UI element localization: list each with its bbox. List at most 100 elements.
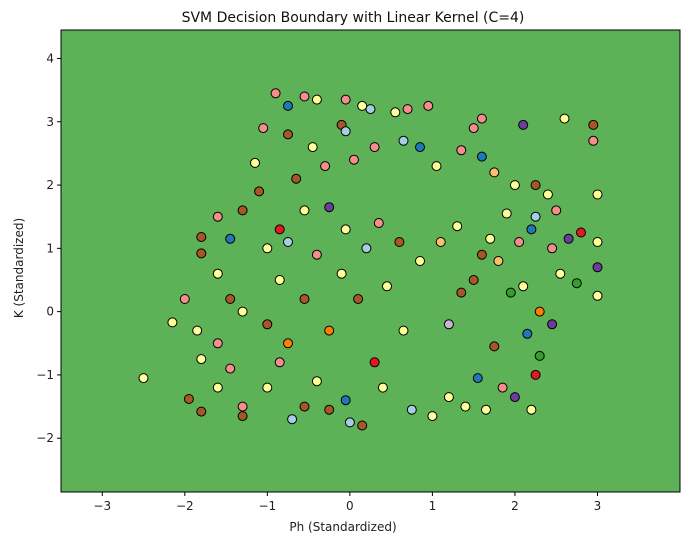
y-axis-label: K (Standardized) xyxy=(12,218,26,318)
data-point xyxy=(369,142,380,153)
data-point xyxy=(183,394,194,404)
data-point xyxy=(357,100,368,111)
data-point xyxy=(427,411,438,422)
data-point xyxy=(530,211,541,222)
data-point xyxy=(196,232,207,242)
data-point xyxy=(526,404,537,415)
data-point xyxy=(349,154,359,165)
y-tick-label: 0 xyxy=(46,305,54,319)
data-point xyxy=(415,256,425,266)
data-point xyxy=(476,151,487,162)
data-point xyxy=(361,243,372,254)
data-point xyxy=(262,243,273,254)
plot-area xyxy=(60,29,681,493)
x-tick-label: −1 xyxy=(258,499,276,513)
data-point xyxy=(196,354,207,365)
x-tick-label: 1 xyxy=(429,499,437,513)
data-point xyxy=(299,91,310,102)
data-point xyxy=(225,363,236,374)
data-point xyxy=(299,401,310,412)
data-point xyxy=(390,107,401,118)
data-point xyxy=(179,294,190,304)
data-point xyxy=(398,325,409,336)
x-tick-label: 3 xyxy=(594,499,602,513)
data-point xyxy=(472,373,483,384)
data-point xyxy=(373,218,384,228)
data-point xyxy=(365,104,376,115)
y-tick-label: −1 xyxy=(36,368,54,382)
data-point xyxy=(415,142,425,153)
data-point xyxy=(592,262,603,273)
data-point xyxy=(563,233,574,244)
x-axis-label: Ph (Standardized) xyxy=(289,520,396,534)
y-tick-label: 3 xyxy=(46,115,54,129)
data-point xyxy=(340,395,351,406)
data-point xyxy=(406,404,417,415)
data-point xyxy=(291,173,302,184)
data-point xyxy=(270,88,281,99)
data-point xyxy=(307,142,318,153)
data-point xyxy=(534,306,545,317)
data-point xyxy=(452,221,463,232)
data-point xyxy=(592,290,603,301)
data-point xyxy=(489,167,500,178)
data-point xyxy=(369,357,380,368)
data-point xyxy=(212,268,223,279)
data-point xyxy=(212,382,223,393)
data-point xyxy=(274,224,285,235)
y-tick-label: 4 xyxy=(46,51,54,65)
data-point xyxy=(509,180,520,191)
data-point xyxy=(324,325,335,336)
data-point xyxy=(192,325,203,336)
data-point xyxy=(481,404,491,415)
x-tick-label: −2 xyxy=(176,499,194,513)
data-point xyxy=(530,180,541,191)
data-point xyxy=(357,420,368,431)
data-point xyxy=(530,369,541,380)
data-point xyxy=(212,211,223,222)
x-tick-label: 2 xyxy=(511,499,519,513)
data-point xyxy=(514,237,525,247)
data-point xyxy=(468,275,479,285)
data-point xyxy=(431,161,442,172)
data-point xyxy=(299,205,310,216)
data-point xyxy=(311,249,322,260)
data-point xyxy=(559,113,570,124)
data-point xyxy=(311,94,322,105)
data-point xyxy=(476,113,487,124)
data-point xyxy=(283,100,293,111)
data-point xyxy=(250,157,260,168)
data-point xyxy=(402,104,413,115)
y-axis: −2 −1 0 1 2 3 4 xyxy=(36,51,61,445)
data-point xyxy=(443,392,454,403)
data-point xyxy=(262,382,273,393)
data-point xyxy=(344,417,355,428)
data-point xyxy=(237,205,248,216)
data-point xyxy=(534,350,545,361)
data-point xyxy=(592,189,603,200)
data-point xyxy=(262,319,273,330)
data-point xyxy=(505,287,516,298)
data-point xyxy=(542,189,553,200)
data-point xyxy=(324,404,335,415)
y-tick-label: 2 xyxy=(46,178,54,192)
data-point xyxy=(283,129,293,140)
data-point xyxy=(254,186,265,197)
data-point xyxy=(588,135,599,146)
data-point xyxy=(377,382,388,393)
data-point xyxy=(225,294,236,304)
data-point xyxy=(435,237,446,247)
data-point xyxy=(340,224,351,235)
data-point xyxy=(336,268,347,279)
data-point xyxy=(237,306,248,317)
data-point xyxy=(588,119,599,130)
data-point xyxy=(456,145,467,156)
data-point xyxy=(212,338,223,349)
data-point xyxy=(547,319,558,330)
data-point xyxy=(576,227,586,238)
data-point xyxy=(443,319,454,330)
data-point xyxy=(237,401,248,412)
data-point xyxy=(353,294,364,304)
data-point xyxy=(518,119,529,130)
data-point xyxy=(493,256,504,266)
